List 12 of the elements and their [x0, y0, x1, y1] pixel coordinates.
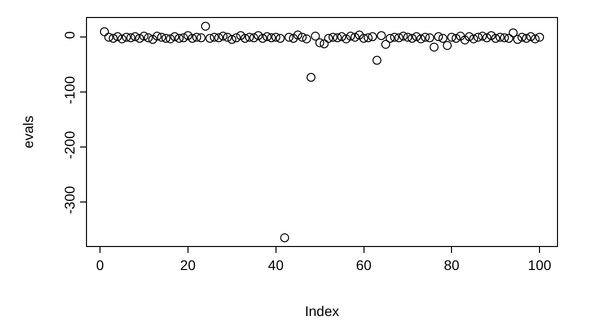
x-tick-label: 100	[528, 256, 552, 273]
y-axis-title: evals	[20, 116, 36, 148]
y-tick-label: 0	[61, 31, 78, 40]
x-tick-label: 40	[268, 256, 284, 273]
x-tick-label: 80	[444, 256, 460, 273]
y-tick-label: -100	[61, 76, 78, 104]
x-axis-title: Index	[304, 303, 340, 320]
y-tick-label: -200	[61, 130, 78, 160]
x-tick-label: 0	[96, 256, 104, 273]
y-tick-label: -300	[61, 186, 78, 214]
x-tick-label: 60	[356, 256, 372, 273]
x-tick-label: 20	[180, 256, 196, 273]
